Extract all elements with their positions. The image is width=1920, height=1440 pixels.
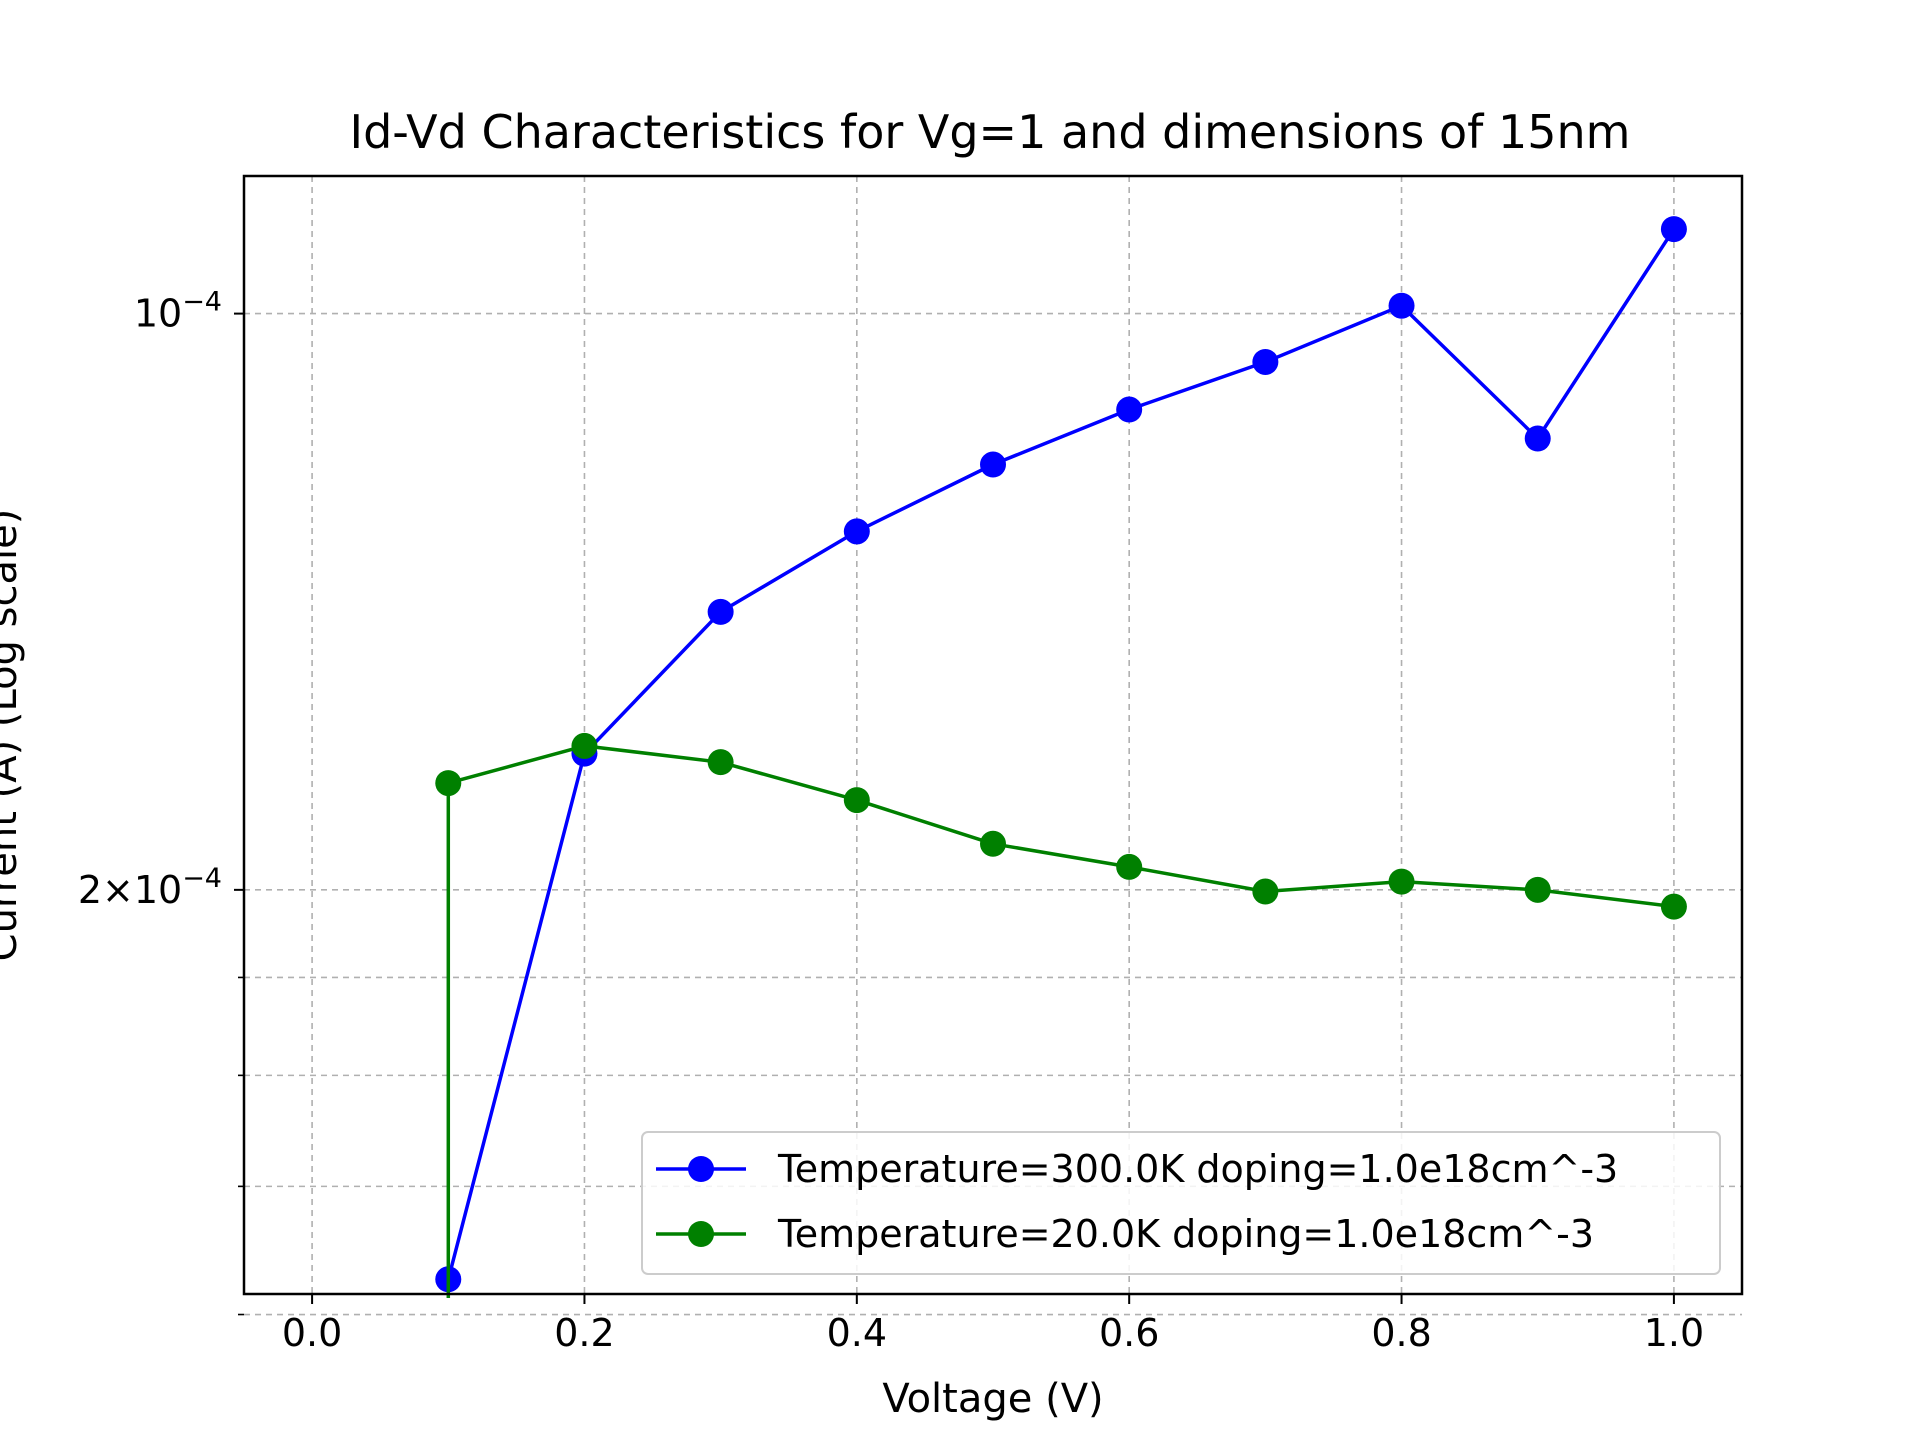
data-point	[843, 518, 870, 545]
x-tick-label: 0.4	[827, 1311, 887, 1355]
data-point	[1116, 853, 1143, 880]
data-point	[843, 787, 870, 814]
data-point	[1524, 876, 1551, 903]
legend-marker	[688, 1221, 714, 1247]
series-2	[435, 732, 1687, 1298]
legend-item-2: Temperature=20.0K doping=1.0e18cm^-3	[656, 1212, 1594, 1256]
y-tick-label: 10−4	[134, 287, 222, 336]
legend-box	[641, 1131, 1721, 1275]
data-point	[707, 749, 734, 776]
x-tick-label: 0.6	[1099, 1311, 1159, 1355]
legend-marker	[688, 1156, 714, 1182]
x-tick-label: 0.0	[282, 1311, 342, 1355]
data-point	[1660, 893, 1687, 920]
data-point	[1252, 878, 1279, 905]
x-tick-label: 0.2	[554, 1311, 614, 1355]
data-point	[1252, 348, 1279, 375]
y-tick-label: 2×10−4	[78, 863, 222, 912]
y-axis: 2×10−4 10−4	[78, 287, 244, 1316]
data-point	[435, 770, 462, 797]
data-point	[980, 830, 1006, 857]
series-line	[446, 228, 1676, 1280]
data-point	[1388, 868, 1415, 895]
data-point	[1660, 216, 1687, 243]
data-point	[980, 451, 1006, 478]
legend-label: Temperature=300.0K doping=1.0e18cm^-3	[777, 1147, 1618, 1191]
data-point	[1524, 425, 1551, 452]
x-axis-label: Voltage (V)	[882, 1376, 1103, 1422]
y-axis-label: Current (A) (Log scale)	[0, 509, 26, 962]
plot-frame	[242, 174, 1744, 1296]
data-point	[571, 732, 598, 759]
data-point	[1388, 292, 1415, 319]
series-1	[435, 216, 1687, 1293]
x-axis: 0.0 0.2 0.4 0.6 0.8 1.0	[282, 1294, 1704, 1355]
x-tick-label: 1.0	[1644, 1311, 1704, 1355]
legend-item-1: Temperature=300.0K doping=1.0e18cm^-3	[656, 1147, 1618, 1191]
legend-label: Temperature=20.0K doping=1.0e18cm^-3	[777, 1212, 1594, 1256]
legend: Temperature=300.0K doping=1.0e18cm^-3 Tem…	[641, 1131, 1721, 1275]
chart-title: Id-Vd Characteristics for Vg=1 and dimen…	[350, 105, 1631, 159]
x-tick-label: 0.8	[1371, 1311, 1431, 1355]
plot-area	[435, 216, 1687, 1298]
data-point	[707, 598, 734, 625]
data-point	[1116, 396, 1143, 423]
